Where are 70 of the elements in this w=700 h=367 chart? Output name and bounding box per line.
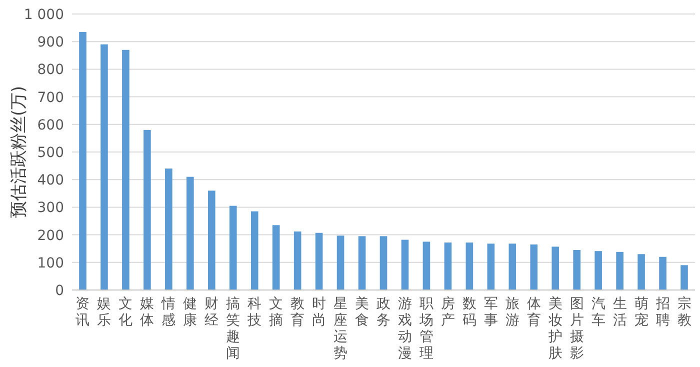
x-tick-label: 政务 <box>376 296 390 328</box>
x-tick-label: 时尚 <box>312 296 326 328</box>
bar <box>594 251 602 290</box>
x-tick-label: 旅游 <box>505 296 520 328</box>
x-tick-label: 招聘 <box>654 296 670 328</box>
bar <box>358 236 366 290</box>
x-tick-label: 娱乐 <box>97 296 112 328</box>
x-tick-label: 健康 <box>183 296 198 328</box>
bar <box>422 242 430 290</box>
x-tick-label: 军事 <box>484 296 498 328</box>
x-tick-label: 资讯 <box>76 296 90 328</box>
bar <box>573 250 580 290</box>
y-tick-label: 900 <box>37 34 64 51</box>
bar <box>315 232 323 290</box>
bar <box>401 240 409 290</box>
bar <box>508 244 516 290</box>
y-tick-label: 100 <box>37 255 64 272</box>
bar <box>208 190 216 290</box>
x-tick-label: 星座运势 <box>334 296 348 362</box>
y-tick-label: 300 <box>37 200 64 216</box>
bar <box>466 242 474 290</box>
x-tick-label: 汽车 <box>591 296 606 328</box>
x-tick-label: 文化 <box>118 296 133 328</box>
x-tick-label: 科技 <box>246 296 262 328</box>
x-tick-label: 美妆护肤 <box>547 296 562 362</box>
bar <box>638 254 645 290</box>
bar <box>530 244 538 290</box>
bar <box>552 246 560 290</box>
x-tick-label: 财经 <box>204 296 219 328</box>
bar <box>229 206 237 290</box>
bar <box>79 32 86 290</box>
bar <box>165 168 172 290</box>
x-tick-label: 游戏动漫 <box>398 296 412 362</box>
bar <box>122 50 130 290</box>
bar <box>294 231 302 290</box>
bar <box>272 225 280 290</box>
x-tick-label: 房产 <box>440 296 455 328</box>
y-tick-label: 500 <box>37 145 64 161</box>
bar <box>100 44 108 290</box>
y-tick-label: 800 <box>37 62 64 78</box>
x-tick-label: 媒体 <box>140 296 154 328</box>
x-tick-label: 文摘 <box>269 296 284 328</box>
x-tick-label: 数码 <box>462 296 476 328</box>
y-tick-label: 1 000 <box>24 7 64 23</box>
bar <box>380 236 388 290</box>
x-tick-label: 搞笑趣闻 <box>226 296 240 362</box>
y-tick-label: 600 <box>37 117 64 134</box>
bar <box>336 236 344 290</box>
y-tick-label: 700 <box>37 90 64 106</box>
y-tick-label: 200 <box>37 228 64 244</box>
y-tick-label: 0 <box>55 283 64 299</box>
x-tick-label: 情感 <box>160 296 176 328</box>
x-tick-label: 图片摄影 <box>570 296 584 362</box>
bar <box>616 252 624 290</box>
bar <box>444 242 452 290</box>
x-tick-label: 生活 <box>612 296 627 328</box>
bar <box>659 256 666 290</box>
bar <box>487 244 495 290</box>
x-tick-label: 体育 <box>526 296 541 328</box>
x-tick-label: 职场管理 <box>418 296 434 362</box>
y-axis-title: 预估活跃粉丝(万) <box>9 86 29 218</box>
bar <box>250 211 258 290</box>
x-tick-label: 美食 <box>355 296 370 328</box>
bar <box>144 130 151 290</box>
x-tick-label: 萌宠 <box>634 296 648 328</box>
y-tick-label: 400 <box>37 172 64 189</box>
bar <box>680 265 688 290</box>
x-tick-label: 宗教 <box>677 296 692 328</box>
x-tick-label: 教育 <box>290 296 305 328</box>
bar <box>186 176 194 290</box>
